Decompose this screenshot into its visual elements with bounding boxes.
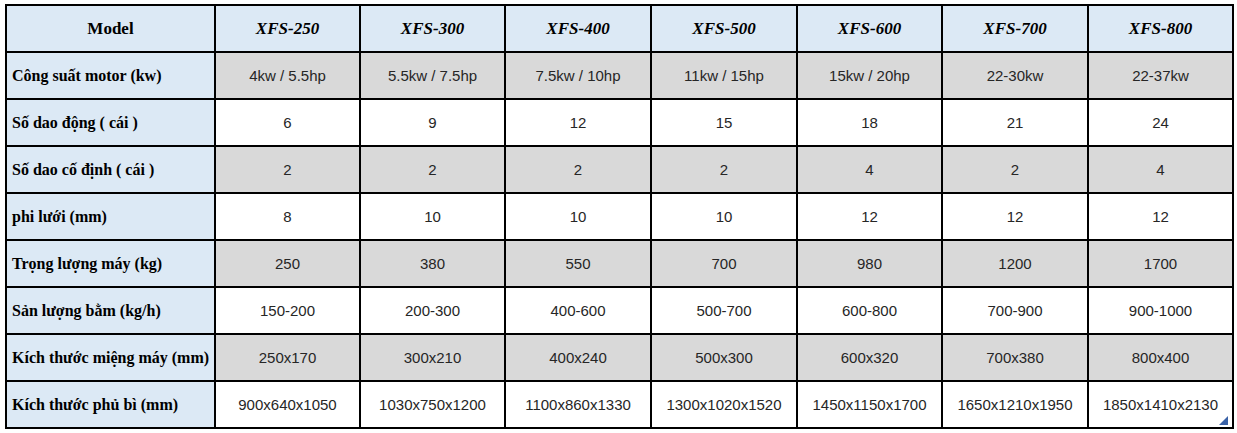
cell: 10 <box>360 193 505 240</box>
cell: 2 <box>651 146 797 193</box>
table-row-overall-size: Kích thước phủ bì (mm) 900x640x1050 1030… <box>6 381 1233 428</box>
cell: 380 <box>360 240 505 287</box>
cell: 4 <box>797 146 942 193</box>
cell: 980 <box>797 240 942 287</box>
cell: 18 <box>797 99 942 146</box>
cell: 2 <box>215 146 360 193</box>
cell: 8 <box>215 193 360 240</box>
table-row-moving-blades: Số dao động ( cái ) 6 9 12 15 18 21 24 <box>6 99 1233 146</box>
cell: 500-700 <box>651 287 797 334</box>
cell: 12 <box>942 193 1088 240</box>
cell: 4 <box>1088 146 1233 193</box>
cell: 24 <box>1088 99 1233 146</box>
table-resize-handle-icon <box>1219 416 1228 425</box>
cell: 7.5kw / 10hp <box>505 52 651 99</box>
cell: 500x300 <box>651 334 797 381</box>
table-row-screen-diameter: phi lưới (mm) 8 10 10 10 12 12 12 <box>6 193 1233 240</box>
cell: 700x380 <box>942 334 1088 381</box>
cell: 400x240 <box>505 334 651 381</box>
column-header-xfs-300: XFS-300 <box>360 5 505 52</box>
row-label: Trọng lượng máy (kg) <box>6 240 215 287</box>
cell: 900x640x1050 <box>215 381 360 428</box>
cell: 1650x1210x1950 <box>942 381 1088 428</box>
column-header-xfs-700: XFS-700 <box>942 5 1088 52</box>
cell: 400-600 <box>505 287 651 334</box>
cell: 1030x750x1200 <box>360 381 505 428</box>
table-row-motor-power: Công suất motor (kw) 4kw / 5.5hp 5.5kw /… <box>6 52 1233 99</box>
cell: 250 <box>215 240 360 287</box>
table-row-fixed-blades: Số dao cố định ( cái ) 2 2 2 2 4 2 4 <box>6 146 1233 193</box>
cell: 1200 <box>942 240 1088 287</box>
cell: 4kw / 5.5hp <box>215 52 360 99</box>
cell: 6 <box>215 99 360 146</box>
cell: 5.5kw / 7.5hp <box>360 52 505 99</box>
column-header-model: Model <box>6 5 215 52</box>
cell: 12 <box>505 99 651 146</box>
row-label: phi lưới (mm) <box>6 193 215 240</box>
cell: 1300x1020x1520 <box>651 381 797 428</box>
cell: 2 <box>505 146 651 193</box>
cell: 600-800 <box>797 287 942 334</box>
cell: 800x400 <box>1088 334 1233 381</box>
column-header-xfs-400: XFS-400 <box>505 5 651 52</box>
column-header-xfs-800: XFS-800 <box>1088 5 1233 52</box>
cell: 1700 <box>1088 240 1233 287</box>
row-label: Số dao động ( cái ) <box>6 99 215 146</box>
spec-table: Model XFS-250 XFS-300 XFS-400 XFS-500 XF… <box>5 4 1234 429</box>
cell: 2 <box>942 146 1088 193</box>
table-row-machine-weight: Trọng lượng máy (kg) 250 380 550 700 980… <box>6 240 1233 287</box>
cell: 250x170 <box>215 334 360 381</box>
cell: 700-900 <box>942 287 1088 334</box>
cell: 550 <box>505 240 651 287</box>
cell: 2 <box>360 146 505 193</box>
table-row-output-capacity: Sản lượng bằm (kg/h) 150-200 200-300 400… <box>6 287 1233 334</box>
table-row-inlet-size: Kích thước miệng máy (mm) 250x170 300x21… <box>6 334 1233 381</box>
cell: 22-37kw <box>1088 52 1233 99</box>
header-row: Model XFS-250 XFS-300 XFS-400 XFS-500 XF… <box>6 5 1233 52</box>
cell: 1450x1150x1700 <box>797 381 942 428</box>
column-header-xfs-600: XFS-600 <box>797 5 942 52</box>
cell: 700 <box>651 240 797 287</box>
cell: 900-1000 <box>1088 287 1233 334</box>
cell: 600x320 <box>797 334 942 381</box>
row-label: Công suất motor (kw) <box>6 52 215 99</box>
cell: 10 <box>651 193 797 240</box>
cell: 11kw / 15hp <box>651 52 797 99</box>
cell: 10 <box>505 193 651 240</box>
row-label: Kích thước phủ bì (mm) <box>6 381 215 428</box>
cell: 21 <box>942 99 1088 146</box>
cell: 1850x1410x2130 <box>1088 381 1233 428</box>
row-label: Kích thước miệng máy (mm) <box>6 334 215 381</box>
cell: 15 <box>651 99 797 146</box>
column-header-xfs-250: XFS-250 <box>215 5 360 52</box>
cell: 15kw / 20hp <box>797 52 942 99</box>
cell: 150-200 <box>215 287 360 334</box>
cell: 9 <box>360 99 505 146</box>
column-header-xfs-500: XFS-500 <box>651 5 797 52</box>
row-label: Sản lượng bằm (kg/h) <box>6 287 215 334</box>
row-label: Số dao cố định ( cái ) <box>6 146 215 193</box>
spec-table-container: Model XFS-250 XFS-300 XFS-400 XFS-500 XF… <box>5 4 1232 429</box>
cell: 12 <box>1088 193 1233 240</box>
cell: 1100x860x1330 <box>505 381 651 428</box>
cell: 200-300 <box>360 287 505 334</box>
cell: 300x210 <box>360 334 505 381</box>
cell: 22-30kw <box>942 52 1088 99</box>
cell: 12 <box>797 193 942 240</box>
